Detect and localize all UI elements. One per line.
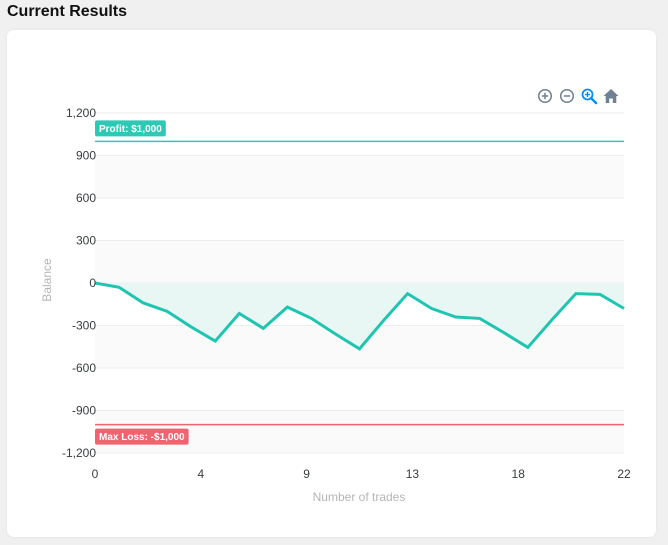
zoom-in-icon (537, 88, 553, 104)
y-tick-label: -900 (72, 404, 96, 418)
area-layer (94, 281, 625, 351)
y-tick-label: 1,200 (66, 106, 96, 120)
x-tick-label: 22 (617, 467, 631, 481)
x-tick-label: 18 (512, 467, 526, 481)
plot-band (95, 155, 624, 198)
x-tick-label: 0 (92, 467, 99, 481)
page-title: Current Results (7, 3, 128, 20)
home-icon (603, 89, 619, 103)
y-axis-title: Balance (40, 258, 54, 302)
y-tick-label: -1,200 (62, 446, 96, 460)
x-axis: 0 4 9 13 18 22 (92, 467, 631, 481)
annotation-label: Max Loss: -$1,000 (99, 432, 185, 443)
x-tick-label: 13 (406, 467, 420, 481)
y-tick-label: 0 (89, 276, 96, 290)
balance-line (94, 281, 625, 351)
annotation-label: Profit: $1,000 (99, 124, 162, 135)
y-tick-label: 300 (76, 234, 96, 248)
selection-zoom-button[interactable] (580, 87, 598, 105)
plot-band (95, 240, 624, 283)
x-axis-title: Number of trades (313, 490, 406, 504)
y-axis: 1,200 900 600 300 0 -300 -600 -900 -1,200 (62, 106, 96, 460)
zoom-out-icon (559, 88, 575, 104)
annotations: Profit: $1,000 Max Loss: -$1,000 (95, 120, 624, 445)
annotation-label-bg (95, 120, 166, 137)
x-tick-label: 4 (197, 467, 204, 481)
y-tick-label: 900 (76, 149, 96, 163)
y-tick-label: -600 (72, 361, 96, 375)
zoom-in-button[interactable] (536, 87, 554, 105)
annotation-label-bg (95, 428, 189, 445)
max-loss-annotation: Max Loss: -$1,000 (95, 428, 189, 445)
y-tick-label: -300 (72, 319, 96, 333)
x-tick-label: 9 (303, 467, 310, 481)
profit-annotation: Profit: $1,000 (95, 120, 166, 137)
balance-area-fill (95, 283, 624, 349)
chart-toolbar (536, 87, 620, 105)
magnifier-zoom-icon (581, 88, 598, 105)
zoom-out-button[interactable] (558, 87, 576, 105)
reset-zoom-button[interactable] (602, 87, 620, 105)
y-tick-label: 600 (76, 191, 96, 205)
